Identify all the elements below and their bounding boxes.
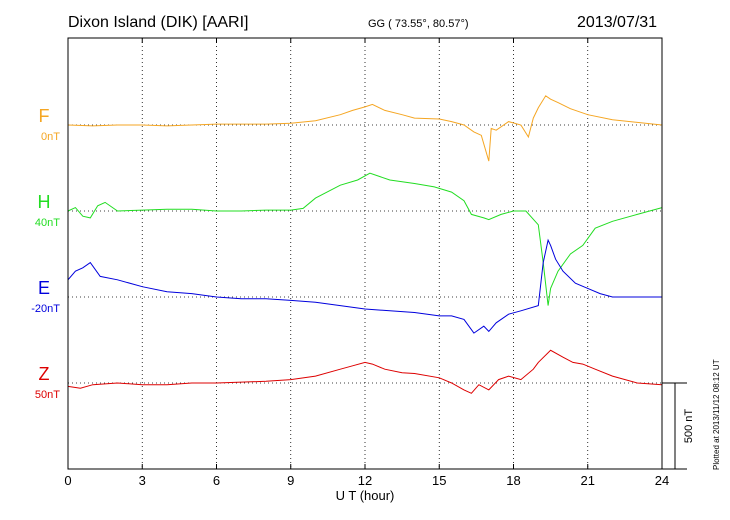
trace-f [67, 95, 663, 162]
x-tick-label: 18 [506, 473, 520, 488]
x-tick-label: 15 [432, 473, 446, 488]
baseline-label-h: 40nT [35, 217, 60, 229]
trace-z [67, 349, 663, 394]
trace-group [67, 95, 663, 394]
scale-bar-label: 500 nT [683, 409, 695, 444]
x-tick-label: 21 [581, 473, 595, 488]
x-tick-label: 3 [139, 473, 146, 488]
label-z: Z [39, 364, 50, 384]
x-tick-label: 6 [213, 473, 220, 488]
label-e: E [38, 278, 50, 298]
x-tick-label: 24 [655, 473, 669, 488]
label-h: H [38, 192, 51, 212]
x-tick-label: 0 [64, 473, 71, 488]
x-axis: 0 3 6 9 12 15 18 21 24 U T (hour) [64, 38, 669, 503]
baseline-label-z: 50nT [35, 389, 60, 401]
x-tick-label: 9 [287, 473, 294, 488]
grid-lines [68, 38, 662, 469]
x-tick-label: 12 [358, 473, 372, 488]
station-title: Dixon Island (DIK) [AARI] [68, 14, 249, 31]
trace-h [67, 172, 663, 306]
baseline-label-f: 0nT [41, 131, 60, 143]
component-labels: F 0nT H 40nT E -20nT Z 50nT [31, 106, 60, 401]
x-axis-label: U T (hour) [336, 488, 395, 503]
trace-e [67, 238, 662, 334]
station-coordinates: GG ( 73.55°, 80.57°) [368, 18, 469, 30]
label-f: F [39, 106, 50, 126]
chart-date: 2013/07/31 [577, 14, 658, 31]
baseline-label-e: -20nT [31, 303, 60, 315]
scale-bar: 500 nT [662, 382, 695, 470]
